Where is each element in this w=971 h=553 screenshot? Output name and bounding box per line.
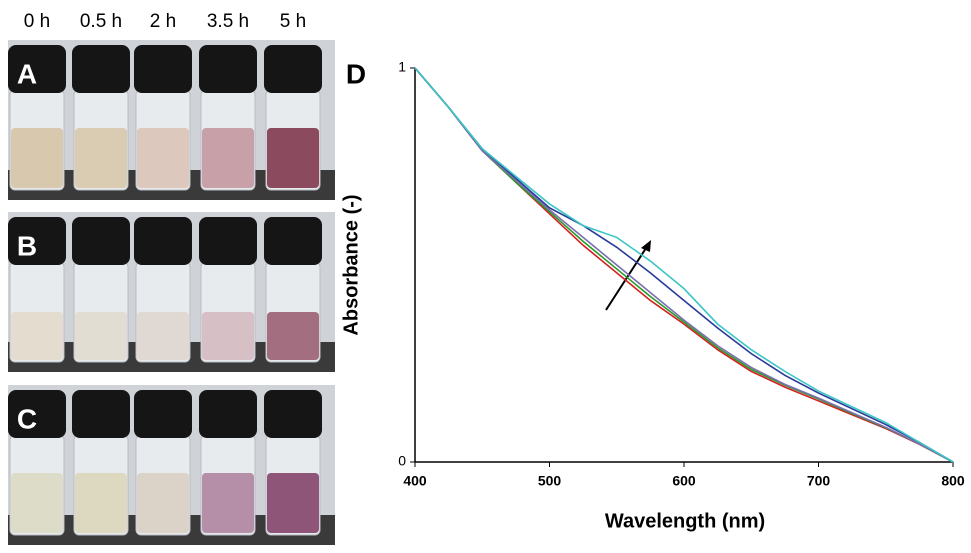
- y-axis-label: Absorbance (-): [340, 194, 362, 335]
- vial-cap: [72, 217, 130, 265]
- vial-cap: [8, 390, 66, 438]
- vial-cap: [134, 45, 192, 93]
- vial-cap: [264, 390, 322, 438]
- vial-cap: [264, 45, 322, 93]
- series-line: [414, 67, 954, 463]
- vial-liquid: [267, 312, 319, 360]
- time-label: 2 h: [150, 11, 176, 32]
- vial-liquid: [11, 312, 63, 360]
- x-tick-label: 600: [672, 473, 696, 489]
- vial-liquid: [75, 473, 127, 533]
- photo-area: 0 h 0.5 h 2 h 3.5 h 5 h A B C: [8, 11, 335, 545]
- vial-liquid: [202, 128, 254, 188]
- vial-liquid: [137, 312, 189, 360]
- series-line: [414, 67, 954, 463]
- vial-liquid: [202, 312, 254, 360]
- vial-liquid: [11, 128, 63, 188]
- vial-liquid: [267, 128, 319, 188]
- series-line: [414, 67, 954, 463]
- vial-cap: [8, 45, 66, 93]
- panel-label: A: [17, 58, 37, 89]
- x-tick-label: 500: [538, 473, 562, 489]
- panel-label: B: [17, 230, 37, 261]
- vial-cap: [72, 390, 130, 438]
- vial-cap: [264, 217, 322, 265]
- vial-liquid: [137, 128, 189, 188]
- vial-cap: [199, 390, 257, 438]
- vial-cap: [8, 217, 66, 265]
- panel-label: C: [17, 403, 37, 434]
- x-tick-label: 800: [941, 473, 965, 489]
- vial-cap: [199, 217, 257, 265]
- vial-liquid: [202, 473, 254, 533]
- vial-liquid: [11, 473, 63, 533]
- vial-cap: [134, 217, 192, 265]
- time-label: 0.5 h: [80, 11, 122, 32]
- time-label: 0 h: [24, 11, 50, 32]
- series-line: [414, 67, 954, 463]
- vial-cap: [134, 390, 192, 438]
- vial-liquid: [75, 312, 127, 360]
- x-tick-label: 400: [403, 473, 427, 489]
- x-tick-label: 700: [807, 473, 831, 489]
- vial-liquid: [267, 473, 319, 533]
- arrow-head: [641, 240, 651, 252]
- vial-cap: [199, 45, 257, 93]
- x-axis-label: Wavelength (nm): [605, 510, 765, 532]
- y-tick-label: 0: [398, 453, 406, 469]
- chart: D Absorbance (-) Wavelength (nm) 0 1 400 50…: [340, 58, 965, 532]
- y-tick-label: 1: [398, 59, 406, 75]
- vial-cap: [72, 45, 130, 93]
- panel-label: D: [346, 58, 366, 89]
- time-label: 5 h: [280, 11, 306, 32]
- vial-liquid: [137, 473, 189, 533]
- vial-liquid: [75, 128, 127, 188]
- time-label: 3.5 h: [207, 11, 249, 32]
- series-line: [414, 67, 954, 463]
